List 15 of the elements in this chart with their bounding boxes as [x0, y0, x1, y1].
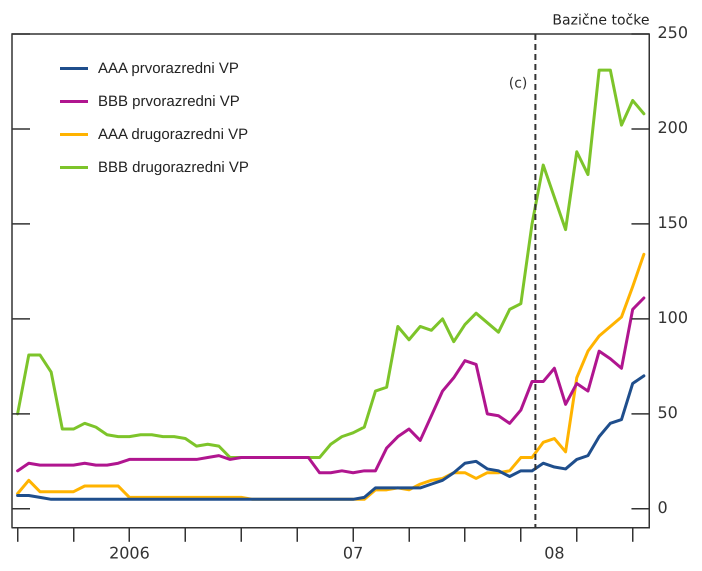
legend-label: BBB drugorazredni VP	[98, 159, 249, 176]
legend-label: AAA drugorazredni VP	[98, 126, 248, 143]
x-tick-label: 08	[544, 544, 565, 563]
y-tick-label: 150	[657, 213, 688, 232]
annotation: (c)	[508, 76, 528, 92]
legend-label: AAA prvorazredni VP	[98, 60, 239, 77]
y-tick-label: 250	[657, 23, 688, 42]
y-tick-label: 100	[657, 308, 688, 328]
y-axis-title: Bazične točke	[552, 12, 650, 29]
y-tick-label: 200	[657, 118, 688, 138]
legend-label: BBB prvorazredni VP	[98, 93, 240, 110]
x-tick-label: 2006	[109, 544, 150, 563]
y-tick-label: 50	[657, 403, 678, 422]
x-tick-label: 07	[342, 544, 364, 563]
y-tick-label: 0	[657, 498, 668, 517]
